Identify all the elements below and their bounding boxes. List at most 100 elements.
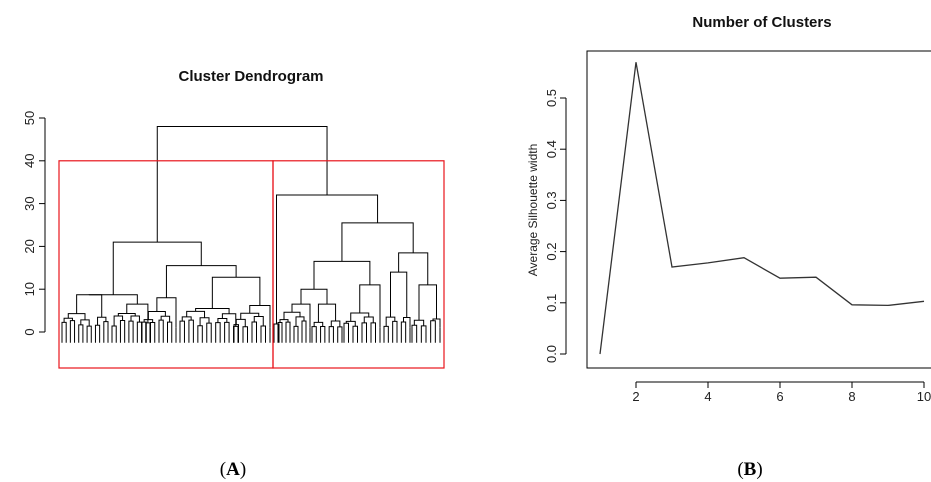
silhouette-x-tick-label: 10 — [917, 389, 931, 404]
silhouette-plot-frame — [586, 50, 931, 369]
dendrogram-leaf — [361, 322, 367, 343]
dendrogram-leaf — [224, 321, 230, 343]
dendrogram-link — [211, 276, 261, 309]
dendrogram-link — [88, 294, 138, 305]
dendrogram-link — [240, 312, 260, 320]
dendrogram-tree — [61, 126, 441, 343]
dendrogram-leaf — [383, 325, 389, 343]
silhouette-x-tick-label: 6 — [776, 389, 783, 404]
dendrogram-leaf — [260, 325, 266, 343]
dendrogram-leaf — [420, 325, 427, 343]
dendrogram-link — [181, 316, 192, 322]
dendrogram-leaf — [136, 321, 143, 343]
cluster-boxes — [58, 160, 445, 369]
dendrogram-leaf — [111, 325, 117, 343]
dendrogram-leaf — [215, 322, 221, 343]
dendrogram-link — [113, 315, 124, 326]
dendrogram-leaf — [103, 321, 109, 343]
dendrogram-link — [363, 316, 374, 323]
dendrogram-link — [156, 297, 177, 328]
dendrogram-link — [279, 319, 289, 323]
dendrogram-y-tick-label: 50 — [22, 111, 37, 125]
dendrogram-leaf — [197, 325, 203, 343]
dendrogram-leaf — [119, 319, 126, 343]
dendrogram-link — [398, 252, 429, 285]
dendrogram-y-tick-label: 0 — [22, 328, 37, 335]
silhouette-x-tick-label: 2 — [632, 389, 639, 404]
dendrogram-leaf — [293, 325, 299, 343]
dendrogram-leaf — [301, 320, 307, 343]
silhouette-y-tick-label: 0.0 — [544, 345, 559, 363]
dendrogram-link — [313, 321, 324, 327]
dendrogram-leaf — [206, 322, 212, 343]
dendrogram-leaf — [167, 321, 173, 343]
cluster-box-right — [272, 160, 445, 369]
dendrogram-leaf — [277, 321, 283, 343]
dendrogram-link — [418, 284, 437, 321]
dendrogram-link — [199, 317, 210, 326]
dendrogram-leaf — [141, 321, 147, 343]
dendrogram-leaf — [61, 321, 67, 343]
dendrogram-leaf — [188, 319, 194, 343]
dendrogram-y-tick-label: 10 — [22, 282, 37, 296]
dendrogram-link — [217, 317, 228, 323]
dendrogram-link — [156, 126, 328, 243]
dendrogram-leaf — [411, 324, 418, 343]
dendrogram-link — [143, 319, 154, 323]
dendrogram-link — [403, 316, 411, 328]
panel-label-a: (A) — [220, 459, 246, 480]
dendrogram-leaf — [158, 319, 164, 343]
silhouette-y-tick-label: 0.2 — [544, 243, 559, 261]
panel-label-b: (B) — [737, 459, 762, 480]
dendrogram-chart: Cluster Dendrogram 0 10 20 30 40 50 — [22, 68, 445, 369]
dendrogram-leaf — [400, 321, 407, 343]
dendrogram-leaf — [337, 326, 343, 343]
dendrogram-link — [112, 241, 202, 295]
dendrogram-leaf — [94, 324, 101, 343]
dendrogram-link — [147, 310, 166, 320]
dendrogram-leaf — [320, 325, 326, 343]
dendrogram-link — [291, 303, 311, 328]
dendrogram-leaf — [242, 326, 248, 343]
dendrogram-link — [345, 320, 356, 327]
silhouette-chart: Number of Clusters Average Silhouette wi… — [526, 14, 931, 404]
dendrogram-link — [300, 288, 328, 305]
dendrogram-leaf — [179, 320, 185, 343]
dendrogram-link — [390, 271, 408, 318]
dendrogram-title: Cluster Dendrogram — [178, 68, 323, 85]
dendrogram-link — [235, 318, 246, 327]
dendrogram-leaf — [86, 325, 92, 343]
dendrogram-leaf — [328, 326, 334, 343]
dendrogram-leaf — [352, 325, 358, 343]
silhouette-y-tick-label: 0.3 — [544, 191, 559, 209]
dendrogram-leaf — [150, 321, 156, 343]
dendrogram-link — [317, 303, 337, 323]
dendrogram-leaf — [251, 321, 257, 343]
silhouette-y-tick-label: 0.5 — [544, 89, 559, 107]
dendrogram-leaf — [78, 324, 84, 343]
dendrogram-leaf — [285, 321, 291, 343]
silhouette-series — [599, 62, 925, 355]
dendrogram-link — [253, 316, 264, 326]
dendrogram-link — [359, 284, 381, 328]
silhouette-x-tick-label: 4 — [704, 389, 711, 404]
dendrogram-y-axis: 0 10 20 30 40 50 — [22, 111, 46, 336]
silhouette-x-tick-label: 8 — [848, 389, 855, 404]
dendrogram-y-tick-label: 30 — [22, 196, 37, 210]
silhouette-title: Number of Clusters — [692, 14, 831, 31]
dendrogram-link — [160, 315, 171, 323]
dendrogram-y-tick-label: 20 — [22, 239, 37, 253]
silhouette-y-tick-label: 0.4 — [544, 140, 559, 158]
dendrogram-leaf — [430, 320, 436, 343]
dendrogram-leaf — [392, 320, 398, 343]
silhouette-y-label: Average Silhouette width — [526, 144, 540, 277]
silhouette-axes: 0.0 0.1 0.2 0.3 0.4 0.5 2 4 6 8 10 — [544, 50, 931, 404]
dendrogram-y-tick-label: 40 — [22, 154, 37, 168]
dendrogram-leaf — [343, 322, 349, 343]
dendrogram-link — [295, 316, 305, 327]
dendrogram-leaf — [128, 320, 134, 343]
dendrogram-link — [330, 320, 341, 327]
dendrogram-leaf — [69, 320, 76, 343]
dendrogram-link — [165, 265, 237, 298]
